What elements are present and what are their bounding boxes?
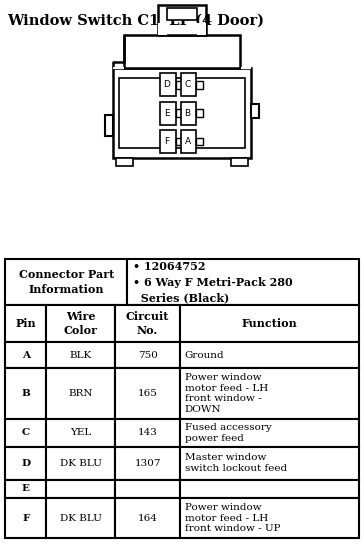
Text: B: B: [185, 108, 191, 118]
Bar: [115, 419, 180, 447]
Text: Window Switch C1, LF (4 Door): Window Switch C1, LF (4 Door): [7, 14, 264, 28]
Bar: [180, 447, 359, 480]
Bar: [158, 23, 167, 35]
Text: 1307: 1307: [134, 459, 161, 468]
Bar: [5, 419, 46, 447]
Bar: [46, 480, 115, 498]
Bar: [115, 368, 180, 419]
Text: C: C: [185, 80, 191, 89]
Bar: [181, 130, 197, 153]
Text: Ground: Ground: [185, 351, 224, 360]
Bar: [176, 81, 182, 88]
Bar: [5, 342, 46, 368]
Text: YEL: YEL: [70, 428, 91, 437]
Bar: [46, 419, 115, 447]
Text: Power window
motor feed - LH
front window - UP: Power window motor feed - LH front windo…: [185, 503, 280, 533]
Bar: [158, 5, 206, 35]
Bar: [176, 109, 182, 117]
Bar: [241, 67, 251, 69]
Bar: [115, 447, 180, 480]
Bar: [5, 259, 127, 305]
Bar: [46, 305, 115, 342]
Bar: [161, 101, 176, 124]
Bar: [231, 158, 248, 166]
Text: DK BLU: DK BLU: [60, 459, 102, 468]
Text: 165: 165: [138, 389, 158, 398]
Text: 143: 143: [138, 428, 158, 437]
Bar: [5, 480, 46, 498]
Bar: [180, 368, 359, 419]
Bar: [181, 101, 197, 124]
Text: Function: Function: [241, 318, 297, 329]
Text: C: C: [22, 428, 30, 437]
Bar: [197, 81, 203, 88]
Bar: [181, 73, 197, 96]
Bar: [5, 447, 46, 480]
Bar: [113, 68, 251, 158]
Bar: [180, 419, 359, 447]
Bar: [161, 130, 176, 153]
Text: BRN: BRN: [68, 389, 93, 398]
Bar: [5, 305, 46, 342]
Bar: [5, 498, 46, 538]
Bar: [115, 305, 180, 342]
Text: F: F: [22, 513, 29, 523]
Text: Power window
motor feed - LH
front window -
DOWN: Power window motor feed - LH front windo…: [185, 373, 268, 414]
Text: F: F: [164, 137, 170, 146]
Bar: [115, 498, 180, 538]
Bar: [46, 342, 115, 368]
Bar: [197, 109, 203, 117]
Text: Wire
Color: Wire Color: [63, 311, 98, 336]
Text: E: E: [164, 108, 170, 118]
Bar: [105, 115, 113, 136]
Bar: [180, 480, 359, 498]
Bar: [115, 342, 180, 368]
Bar: [127, 259, 359, 305]
Bar: [180, 498, 359, 538]
Bar: [176, 137, 182, 145]
Text: Fused accessory
power feed: Fused accessory power feed: [185, 423, 271, 443]
Text: A: A: [185, 137, 191, 146]
Text: • 12064752
• 6 Way F Metri-Pack 280
  Series (Black): • 12064752 • 6 Way F Metri-Pack 280 Seri…: [133, 261, 292, 303]
Bar: [46, 447, 115, 480]
Text: Circuit
No.: Circuit No.: [126, 311, 169, 336]
Bar: [197, 137, 203, 145]
Text: Master window
switch lockout feed: Master window switch lockout feed: [185, 453, 287, 473]
Text: BLK: BLK: [70, 351, 92, 360]
Bar: [116, 158, 133, 166]
Bar: [180, 342, 359, 368]
Bar: [46, 368, 115, 419]
Bar: [161, 73, 176, 96]
Bar: [46, 498, 115, 538]
Text: D: D: [163, 80, 170, 89]
Bar: [251, 104, 259, 118]
Text: D: D: [21, 459, 30, 468]
Text: 164: 164: [138, 513, 158, 523]
Text: DK BLU: DK BLU: [60, 513, 102, 523]
Bar: [113, 67, 124, 69]
Bar: [5, 368, 46, 419]
Bar: [197, 23, 206, 35]
Text: A: A: [22, 351, 30, 360]
Text: 750: 750: [138, 351, 158, 360]
Text: B: B: [21, 389, 30, 398]
Bar: [124, 35, 240, 68]
Bar: [167, 8, 197, 20]
Text: E: E: [22, 484, 30, 493]
Bar: [115, 480, 180, 498]
Text: Connector Part
Information: Connector Part Information: [19, 269, 114, 295]
Bar: [119, 78, 245, 148]
Text: Pin: Pin: [15, 318, 36, 329]
Bar: [180, 305, 359, 342]
